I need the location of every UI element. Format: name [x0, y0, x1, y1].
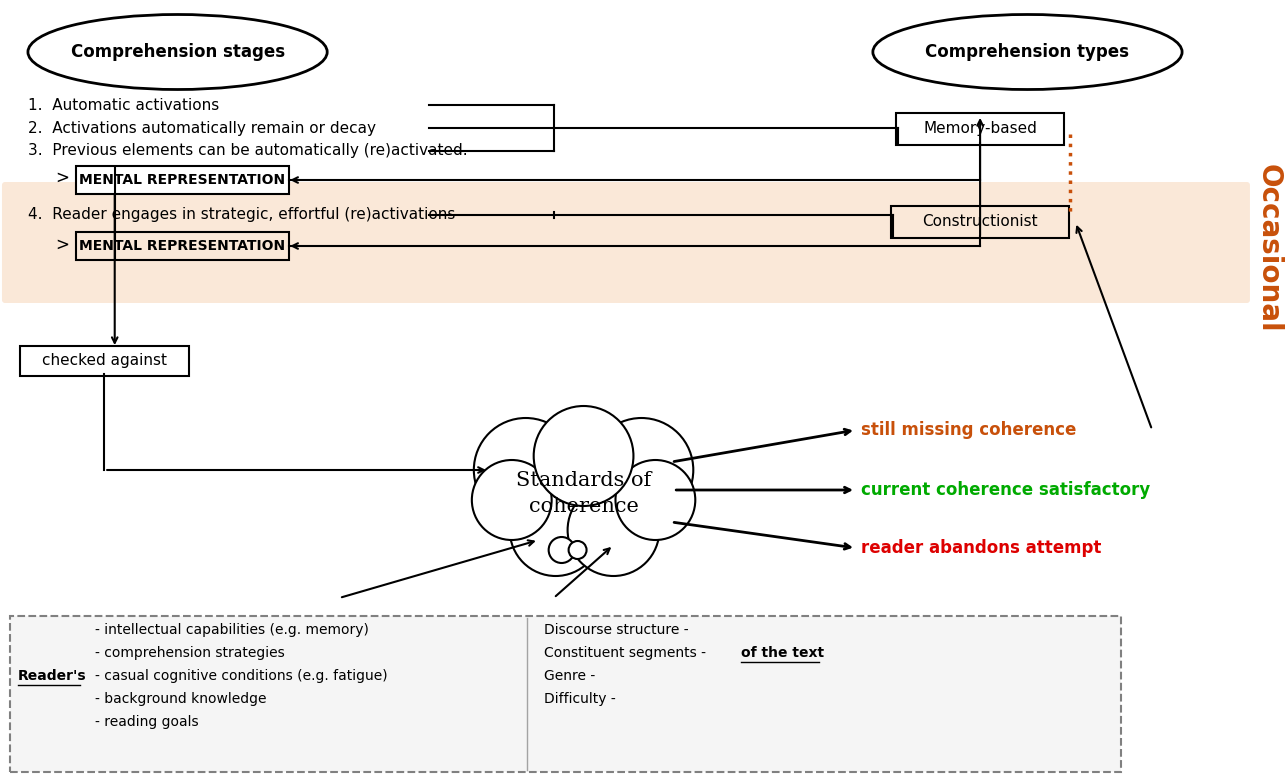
Text: MENTAL REPRESENTATION: MENTAL REPRESENTATION	[80, 239, 285, 253]
Circle shape	[567, 484, 660, 576]
Circle shape	[473, 418, 577, 522]
Text: - reading goals: - reading goals	[95, 715, 198, 729]
FancyBboxPatch shape	[891, 206, 1070, 238]
Text: reader abandons attempt: reader abandons attempt	[860, 539, 1101, 557]
Text: still missing coherence: still missing coherence	[860, 421, 1076, 439]
FancyBboxPatch shape	[76, 166, 289, 194]
FancyBboxPatch shape	[10, 616, 1121, 772]
Text: >: >	[55, 236, 69, 254]
Text: current coherence satisfactory: current coherence satisfactory	[860, 481, 1150, 499]
Text: 3.  Previous elements can be automatically (re)activated.: 3. Previous elements can be automaticall…	[28, 144, 468, 158]
Text: - intellectual capabilities (e.g. memory): - intellectual capabilities (e.g. memory…	[95, 623, 369, 637]
Text: Reader's: Reader's	[18, 669, 86, 683]
FancyBboxPatch shape	[896, 113, 1065, 145]
Text: 4.  Reader engages in strategic, effortful (re)activations: 4. Reader engages in strategic, effortfu…	[28, 207, 455, 222]
Circle shape	[516, 420, 652, 556]
Circle shape	[549, 537, 575, 563]
FancyBboxPatch shape	[21, 346, 189, 376]
Text: 2.  Activations automatically remain or decay: 2. Activations automatically remain or d…	[28, 120, 376, 136]
Text: >: >	[55, 169, 69, 187]
Text: - background knowledge: - background knowledge	[95, 692, 266, 706]
Text: Difficulty -: Difficulty -	[544, 692, 616, 706]
FancyBboxPatch shape	[3, 182, 1250, 303]
Text: Constructionist: Constructionist	[922, 215, 1038, 229]
Text: 1.  Automatic activations: 1. Automatic activations	[28, 98, 219, 112]
Text: Discourse structure -: Discourse structure -	[544, 623, 688, 637]
Text: Genre -: Genre -	[544, 669, 595, 683]
FancyBboxPatch shape	[76, 232, 289, 260]
Circle shape	[472, 460, 552, 540]
Text: Constituent segments -: Constituent segments -	[544, 646, 706, 660]
Circle shape	[534, 406, 634, 506]
Circle shape	[589, 418, 693, 522]
Text: Standards of: Standards of	[516, 470, 651, 490]
Circle shape	[616, 460, 696, 540]
Text: - casual cognitive conditions (e.g. fatigue): - casual cognitive conditions (e.g. fati…	[95, 669, 387, 683]
Text: Memory-based: Memory-based	[923, 122, 1037, 136]
Circle shape	[568, 541, 586, 559]
Text: coherence: coherence	[529, 497, 639, 516]
Text: Comprehension stages: Comprehension stages	[71, 43, 284, 61]
Text: of the text: of the text	[741, 646, 824, 660]
Text: - comprehension strategies: - comprehension strategies	[95, 646, 284, 660]
Text: Comprehension types: Comprehension types	[926, 43, 1129, 61]
Circle shape	[509, 484, 602, 576]
Text: checked against: checked against	[41, 353, 167, 368]
Text: Occasional: Occasional	[1255, 164, 1283, 332]
Text: MENTAL REPRESENTATION: MENTAL REPRESENTATION	[80, 173, 285, 187]
